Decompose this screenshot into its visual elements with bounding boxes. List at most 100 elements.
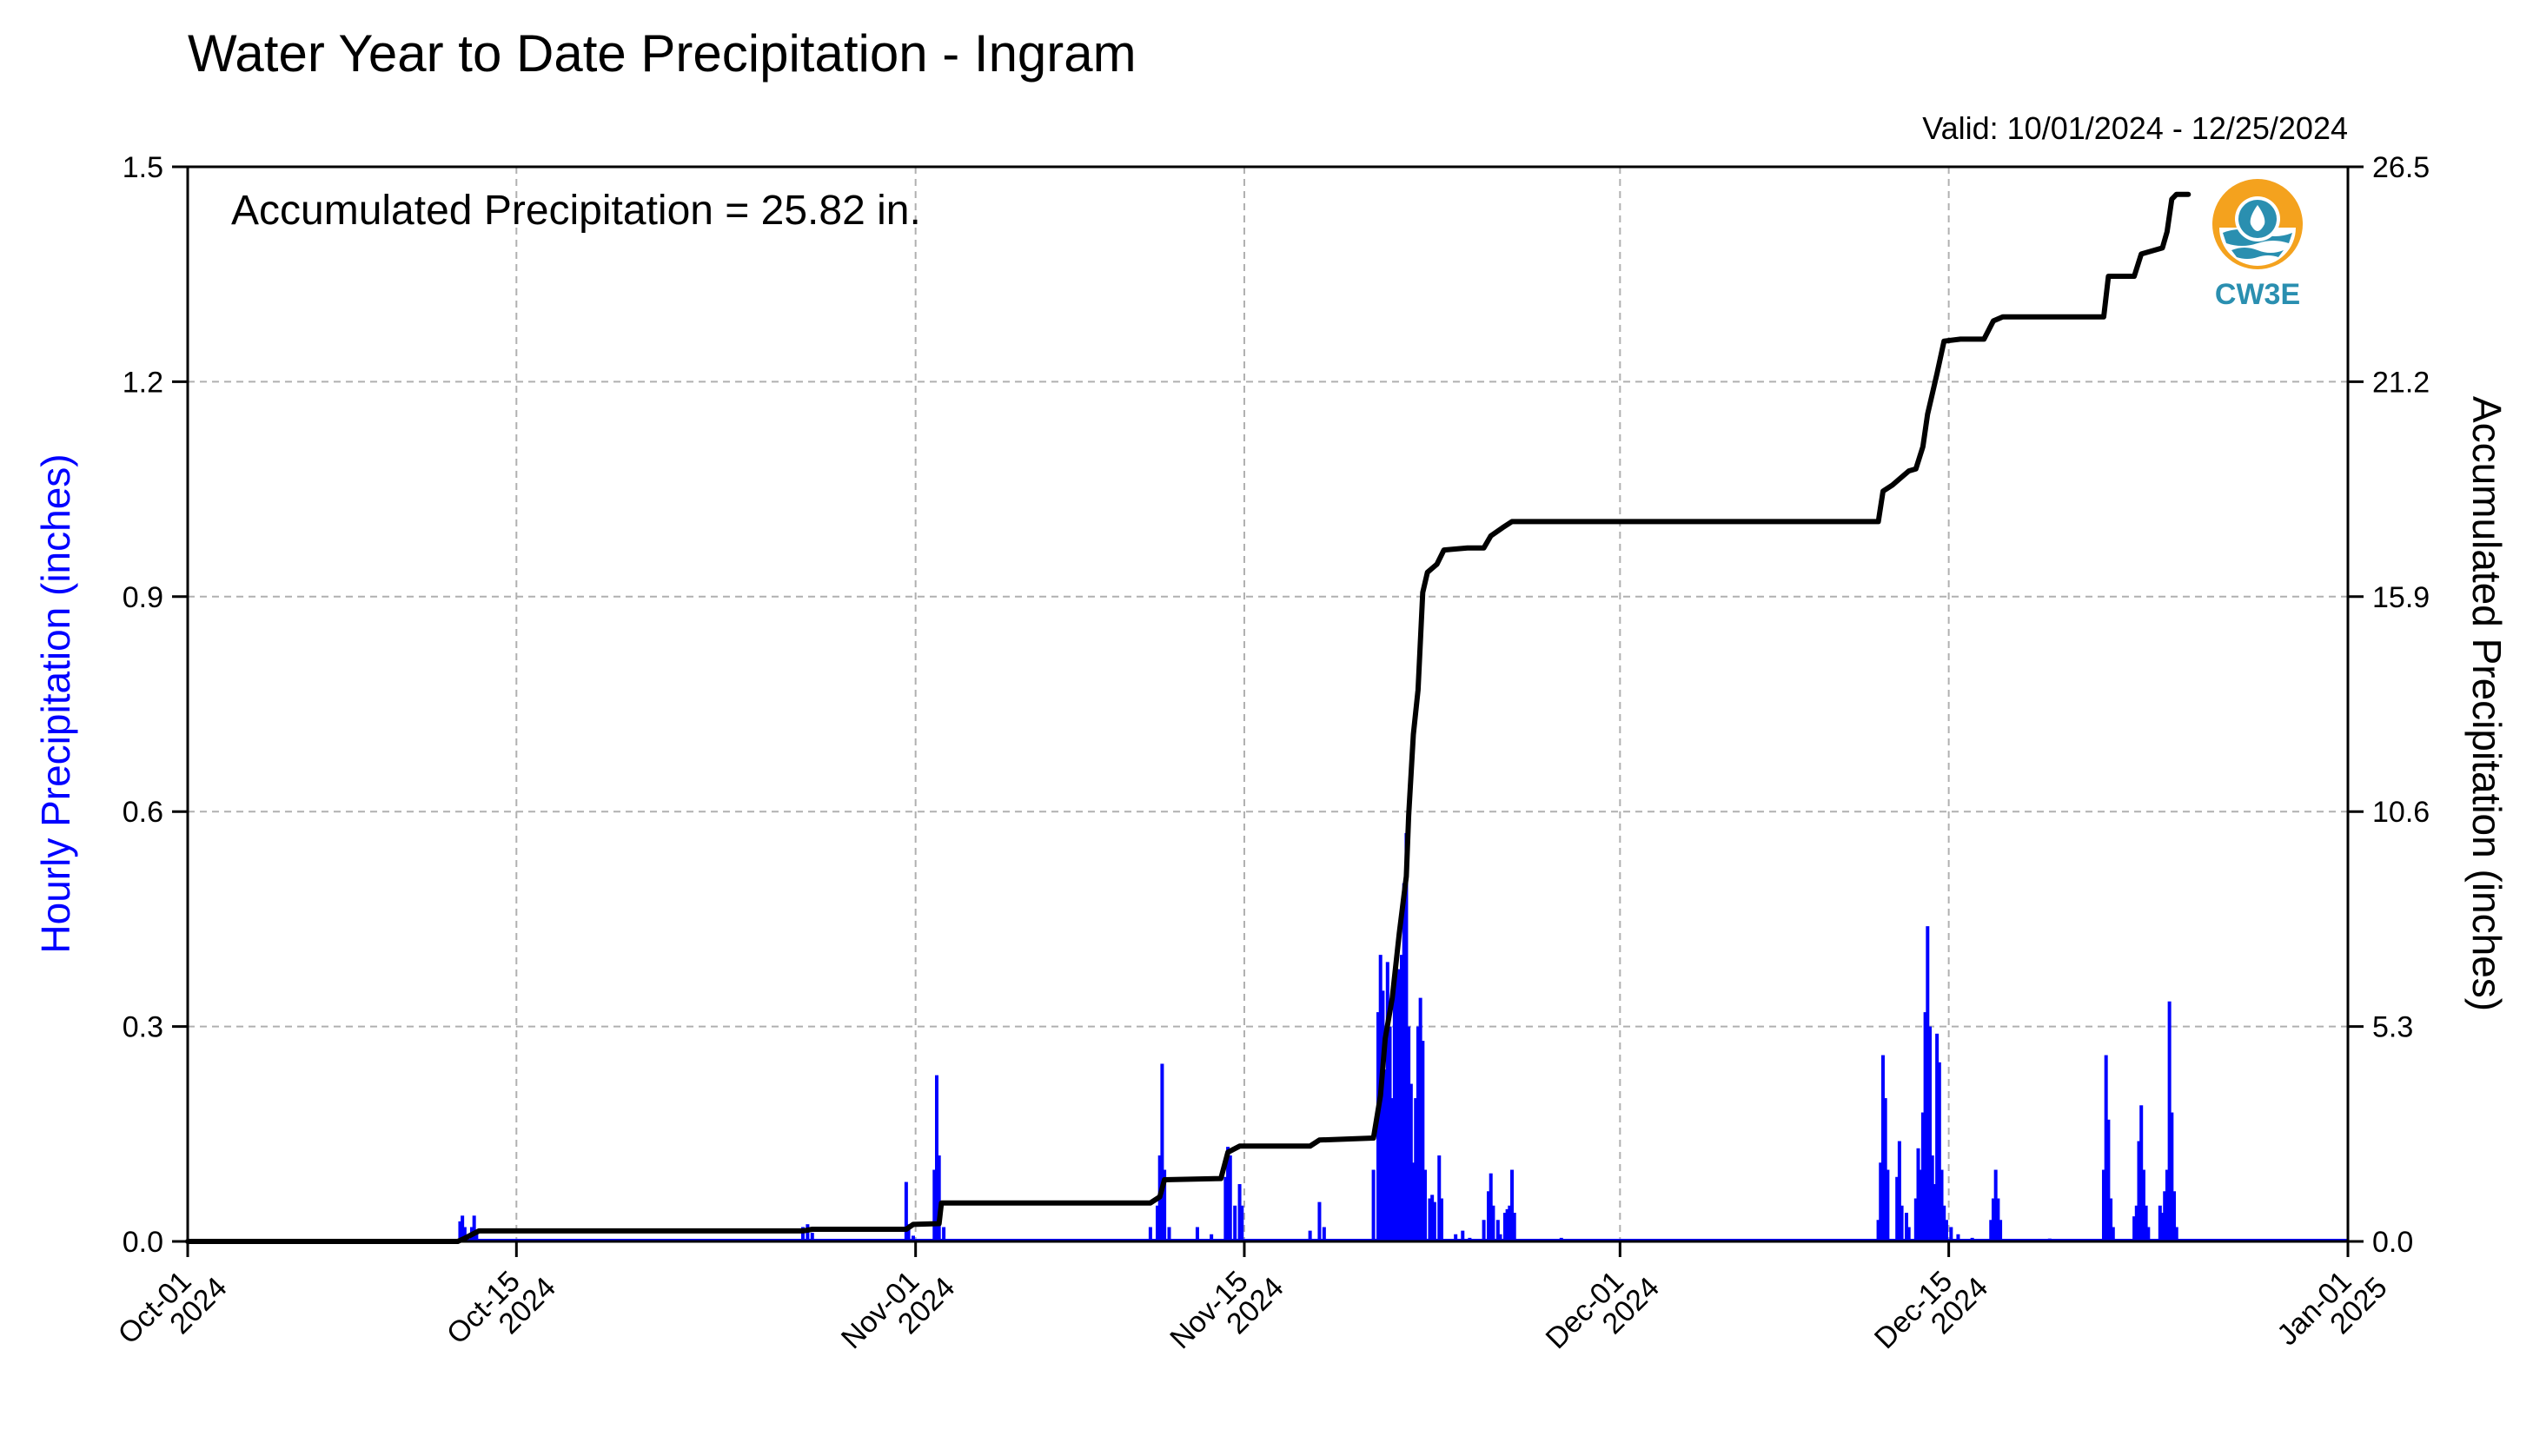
hourly-bar	[2047, 1238, 2052, 1241]
hourly-bar	[1505, 1208, 1509, 1241]
hourly-bar	[1935, 1033, 1940, 1241]
hourly-bar	[1880, 1055, 1885, 1241]
hourly-bar	[2174, 1227, 2178, 1241]
left-tick-label: 0.0	[123, 1226, 163, 1259]
hourly-bar	[1428, 1198, 1432, 1241]
hourly-bar	[1411, 1162, 1416, 1241]
hourly-bar	[1491, 1205, 1495, 1241]
hourly-bar	[1906, 1227, 1911, 1241]
hourly-bar	[2111, 1227, 2115, 1241]
hourly-bar	[1468, 1237, 1472, 1241]
hourly-bar	[472, 1215, 476, 1241]
right-tick-label: 5.3	[2372, 1011, 2413, 1044]
hourly-bar	[1402, 883, 1406, 1241]
hourly-bar	[1926, 926, 1930, 1241]
hourly-bar	[1495, 1220, 1500, 1241]
hourly-bar	[1388, 1026, 1392, 1241]
hourly-bar	[934, 1075, 938, 1241]
hourly-bar	[1944, 1220, 1948, 1241]
hourly-bar	[1916, 1148, 1920, 1241]
hourly-bar	[1956, 1234, 1960, 1241]
hourly-bar	[810, 1233, 814, 1241]
hourly-bar	[1923, 1012, 1927, 1241]
hourly-bar	[2144, 1205, 2148, 1241]
hourly-bar	[1376, 1012, 1381, 1241]
hourly-bar	[1461, 1230, 1465, 1241]
plot-frame	[186, 165, 2350, 1243]
hourly-bar	[1317, 1201, 1322, 1241]
hourly-bar	[2137, 1141, 2141, 1241]
hourly-bar	[1390, 1098, 1395, 1241]
hourly-bar	[1876, 1220, 1880, 1241]
hourly-bar	[1900, 1205, 1904, 1241]
hourly-bar	[937, 1155, 941, 1241]
hourly-bar	[1913, 1198, 1918, 1241]
hourly-bar	[1404, 832, 1409, 1241]
left-tick-label: 1.2	[123, 366, 163, 399]
hourly-bar	[1228, 1155, 1232, 1241]
hourly-bar	[1919, 1169, 1923, 1241]
left-tick-label: 0.3	[123, 1011, 163, 1044]
hourly-bar	[1437, 1155, 1442, 1241]
right-tick-label: 21.2	[2372, 366, 2430, 399]
accumulated-line	[185, 191, 2192, 1244]
hourly-bar	[2170, 1112, 2174, 1241]
hourly-bar	[1383, 1069, 1388, 1241]
hourly-bar	[1904, 1213, 1908, 1241]
hourly-bar	[1928, 1026, 1933, 1241]
hourly-bar	[2139, 1105, 2144, 1241]
hourly-bar	[1949, 1227, 1953, 1241]
hourly-bar	[942, 1227, 946, 1241]
hourly-bar	[1392, 976, 1396, 1241]
hourly-bar	[1482, 1220, 1486, 1241]
cw3e-logo: CW3E	[2212, 179, 2303, 311]
hourly-bar	[1940, 1169, 1944, 1241]
hourly-bar	[1237, 1184, 1242, 1241]
grid-lines	[188, 167, 2348, 1241]
hourly-bar	[1240, 1205, 1244, 1241]
hourly-bar	[1502, 1213, 1507, 1241]
hourly-bar	[1487, 1191, 1491, 1241]
hourly-bars	[188, 832, 2348, 1241]
hourly-bar	[1559, 1237, 1563, 1241]
hourly-bar	[1989, 1220, 1993, 1241]
hourly-bar	[2106, 1119, 2111, 1241]
hourly-bar	[1886, 1169, 1890, 1241]
hourly-bar	[1155, 1205, 1159, 1241]
hourly-bar	[474, 1233, 479, 1241]
hourly-bar	[461, 1215, 465, 1241]
logo-drop-icon	[2250, 205, 2265, 231]
hourly-bar	[2172, 1191, 2177, 1241]
hourly-bar	[1416, 1026, 1420, 1241]
y-axis-label-right: Accumulated Precipitation (inches)	[2464, 396, 2510, 1011]
hourly-bar	[1883, 1098, 1887, 1241]
hourly-bar	[1879, 1162, 1883, 1241]
hourly-bar	[1432, 1201, 1436, 1241]
hourly-bar	[2163, 1191, 2167, 1241]
hourly-bar	[1999, 1220, 2003, 1241]
hourly-bar	[2158, 1205, 2162, 1241]
hourly-bar	[1498, 1234, 1502, 1241]
hourly-bar	[2167, 1001, 2172, 1241]
logo-text: CW3E	[2215, 278, 2300, 311]
hourly-bar	[800, 1227, 805, 1241]
hourly-bar	[2160, 1213, 2165, 1241]
hourly-bar	[1421, 1041, 1425, 1241]
hourly-bar	[1418, 997, 1422, 1241]
accumulated-annotation: Accumulated Precipitation = 25.82 in.	[231, 188, 921, 234]
hourly-bar	[1930, 1155, 1934, 1241]
hourly-bar	[2101, 1169, 2105, 1241]
hourly-bar	[932, 1169, 937, 1241]
hourly-bar	[2109, 1198, 2113, 1241]
right-axis-ticks: 0.0 5.3 10.6 15.9 21.2 26.5	[2348, 151, 2430, 1259]
hourly-bar	[1508, 1205, 1512, 1241]
accumulated-line-group	[185, 191, 2192, 1244]
valid-date-range: Valid: 10/01/2024 - 12/25/2024	[1922, 110, 2348, 146]
